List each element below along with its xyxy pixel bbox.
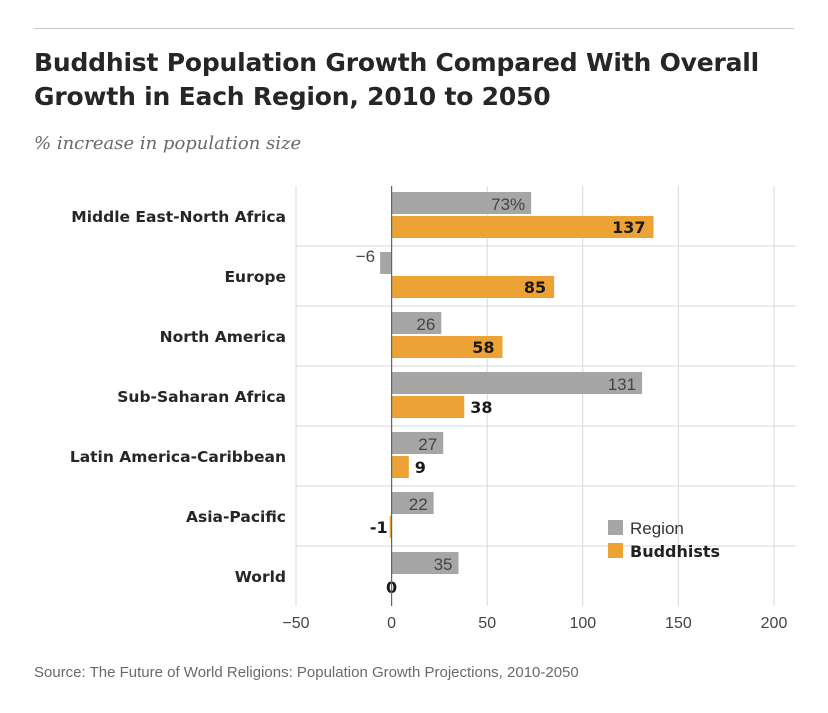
category-label: World: [235, 568, 286, 586]
legend-swatch-region: [608, 520, 623, 535]
category-label: Sub-Saharan Africa: [117, 388, 286, 406]
legend-label-region: Region: [630, 519, 684, 538]
bar-region: [391, 372, 643, 394]
legend-label-buddhists: Buddhists: [630, 542, 720, 561]
bar-region: [391, 192, 532, 214]
data-label-buddhists: 9: [415, 458, 426, 477]
bar-region: [391, 312, 442, 334]
chart-subtitle: % increase in population size: [34, 133, 302, 154]
x-tick-label: 50: [478, 615, 496, 632]
category-label: Europe: [224, 268, 286, 286]
data-label-buddhists: 38: [470, 398, 492, 417]
bar-region: [380, 252, 392, 274]
data-label-region: 73%: [491, 195, 525, 214]
category-label: North America: [160, 328, 286, 346]
data-label-region: 26: [416, 315, 435, 334]
data-label-buddhists: 58: [472, 338, 494, 357]
bar-buddhists: [391, 336, 503, 358]
x-tick-label: 200: [761, 615, 788, 632]
bar-region: [391, 552, 459, 574]
category-label: Latin America-Caribbean: [70, 448, 286, 466]
x-tick-label: 150: [665, 615, 692, 632]
bar-region: [391, 432, 444, 454]
legend-swatch-buddhists: [608, 543, 623, 558]
data-label-buddhists: 137: [612, 218, 645, 237]
category-label: Middle East-North Africa: [71, 208, 286, 226]
data-label-buddhists: -1: [370, 518, 388, 537]
category-label: Asia-Pacific: [186, 508, 286, 526]
bar-buddhists: [391, 456, 409, 478]
x-tick-label: 100: [569, 615, 596, 632]
data-label-region: −6: [356, 247, 375, 266]
bar-buddhists: [389, 516, 392, 538]
data-label-region: 22: [409, 495, 428, 514]
x-tick-label: 0: [387, 615, 396, 632]
data-label-region: 27: [418, 435, 437, 454]
data-label-region: 131: [608, 375, 636, 394]
chart-title: Buddhist Population Growth Compared With…: [34, 48, 760, 111]
data-label-buddhists: 85: [524, 278, 546, 297]
source-note: Source: The Future of World Religions: P…: [34, 664, 579, 681]
top-rule: [34, 28, 794, 29]
bar-buddhists: [391, 216, 654, 238]
data-label-region: 35: [434, 555, 453, 574]
bar-region: [391, 492, 434, 514]
bar-buddhists: [391, 276, 555, 298]
x-tick-label: −50: [282, 615, 309, 632]
bar-buddhists: [391, 396, 465, 418]
